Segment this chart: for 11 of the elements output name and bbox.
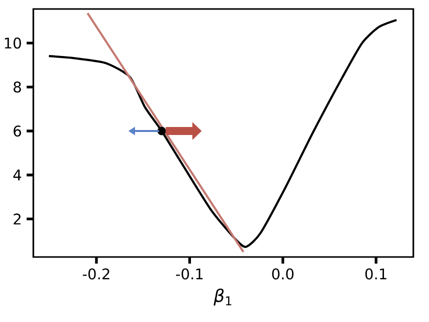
y-tick-label: 4 [13,170,22,180]
y-tick-label: 6 [14,125,22,137]
x-tick-label: -0.1 [176,268,203,280]
line-series [48,18,398,248]
y-tick-label: 10 [4,38,21,49]
y-tick-label: 8 [14,82,21,93]
x-tick-label: 0.1 [365,268,386,280]
x-axis-title: β$_{1}$ [214,288,232,306]
x-tick-label: 0.0 [272,268,294,280]
x-tick-label: -0.2 [82,268,110,280]
y-tick-label: 2 [14,214,20,224]
